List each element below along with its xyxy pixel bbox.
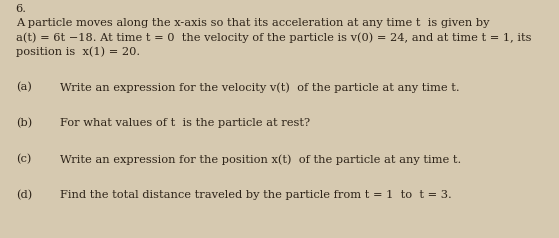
Text: (a): (a)	[16, 82, 31, 92]
Text: Write an expression for the velocity v(t)  of the particle at any time t.: Write an expression for the velocity v(t…	[60, 82, 460, 93]
Text: 6.: 6.	[16, 4, 27, 14]
Text: Write an expression for the position x(t)  of the particle at any time t.: Write an expression for the position x(t…	[60, 154, 462, 164]
Text: A particle moves along the x-axis so that its acceleration at any time t  is giv: A particle moves along the x-axis so tha…	[16, 18, 489, 28]
Text: Find the total distance traveled by the particle from t = 1  to  t = 3.: Find the total distance traveled by the …	[60, 190, 452, 200]
Text: (b): (b)	[16, 118, 32, 128]
Text: position is  x(1) = 20.: position is x(1) = 20.	[16, 46, 140, 57]
Text: For what values of t  is the particle at rest?: For what values of t is the particle at …	[60, 118, 310, 128]
Text: a(t) = 6t −18. At time t = 0  the velocity of the particle is v(0) = 24, and at : a(t) = 6t −18. At time t = 0 the velocit…	[16, 32, 531, 43]
Text: (c): (c)	[16, 154, 31, 164]
Text: (d): (d)	[16, 190, 32, 200]
